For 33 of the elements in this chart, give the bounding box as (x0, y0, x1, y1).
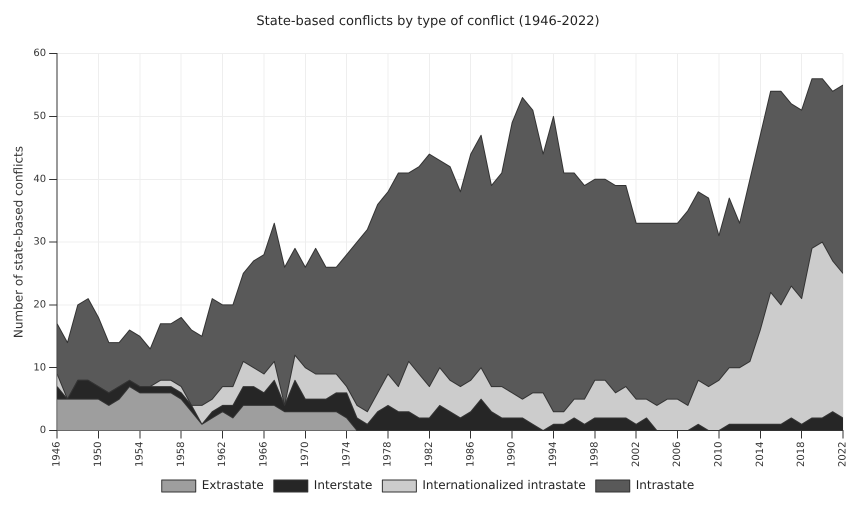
x-tick-label: 1982 (424, 442, 435, 468)
legend-label: Interstate (314, 478, 372, 492)
x-tick-label: 1970 (300, 442, 311, 468)
chart-title: State-based conflicts by type of conflict (1946-2022) (256, 14, 600, 30)
y-tick-label: 0 (40, 425, 46, 436)
y-tick-label: 50 (33, 111, 46, 122)
x-tick-label: 1990 (506, 442, 518, 468)
y-axis-title: Number of state-based conflicts (11, 146, 26, 338)
x-tick-label: 1958 (176, 442, 187, 468)
x-tick-label: 2022 (838, 442, 849, 468)
x-tick-label: 2006 (672, 442, 684, 468)
x-tick-label: 1994 (548, 442, 560, 468)
x-tick-label: 2010 (714, 442, 725, 468)
x-tick-label: 2014 (754, 442, 766, 468)
y-tick-label: 20 (33, 299, 46, 310)
x-tick-label: 1954 (134, 442, 146, 468)
y-tick-label: 30 (33, 236, 46, 248)
x-tick-label: 1998 (589, 442, 600, 468)
x-tick-label: 1946 (52, 442, 63, 468)
x-tick-label: 1974 (341, 442, 352, 468)
y-tick-label: 10 (33, 362, 46, 374)
legend-label: Intrastate (636, 478, 694, 492)
x-tick-label: 1966 (258, 442, 270, 468)
legend-label: Extrastate (202, 478, 264, 492)
y-tick-label: 60 (33, 48, 46, 60)
x-tick-label: 1962 (217, 442, 228, 468)
x-tick-label: 1986 (465, 442, 476, 468)
x-tick-label: 1978 (382, 442, 394, 468)
x-tick-label: 1950 (93, 442, 104, 468)
y-tick-label: 40 (33, 174, 46, 185)
x-tick-label: 2018 (796, 442, 808, 468)
x-tick-label: 2002 (630, 442, 642, 468)
legend-label: Internationalized intrastate (422, 478, 586, 492)
